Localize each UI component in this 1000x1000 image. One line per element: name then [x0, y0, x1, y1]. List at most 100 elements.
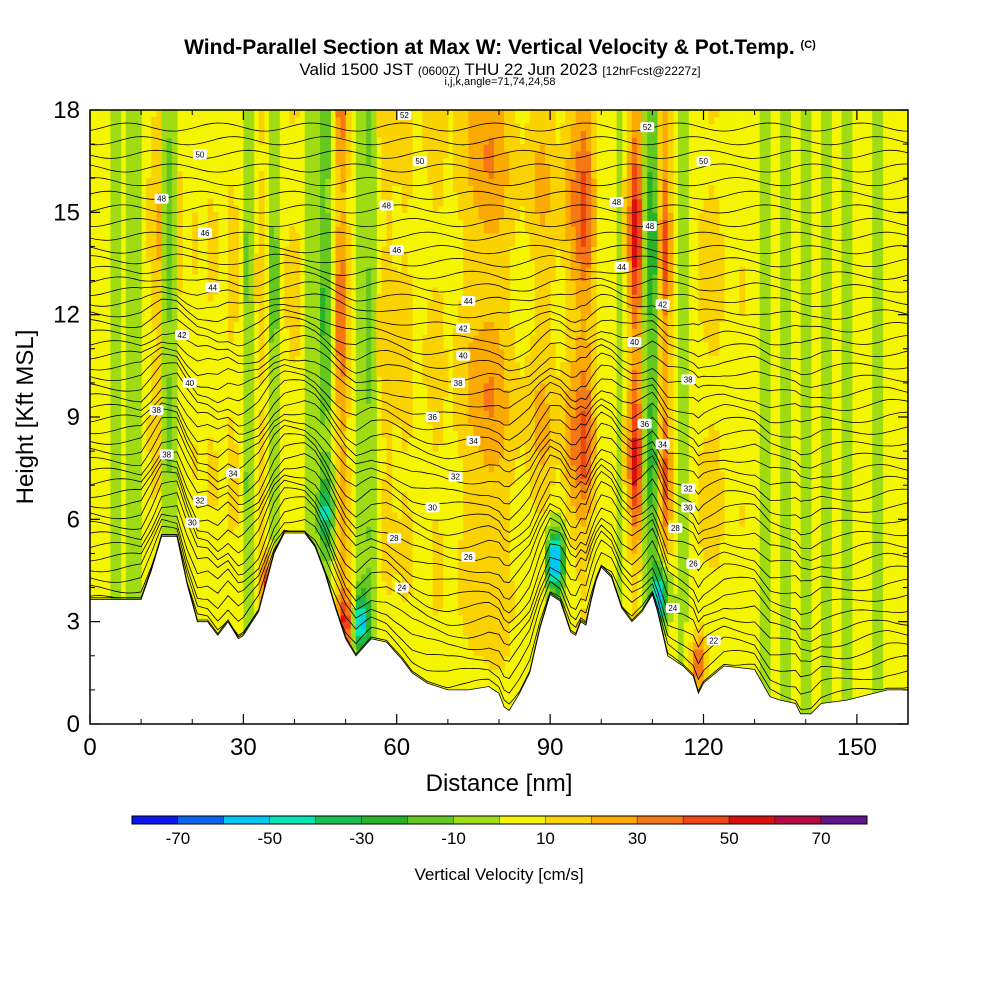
contour-label-40: 40	[456, 350, 471, 361]
potential-temperature-contours	[90, 122, 908, 710]
contour-label-48: 48	[609, 197, 624, 208]
contour-label-28: 28	[387, 533, 402, 544]
svg-text:46: 46	[201, 229, 210, 238]
svg-text:50: 50	[195, 150, 204, 159]
svg-text:34: 34	[469, 437, 478, 446]
svg-text:26: 26	[464, 553, 473, 562]
colorbar-label: Vertical Velocity [cm/s]	[414, 865, 583, 884]
colorbar: -70 -50 -30 -10 10 30 50 70	[131, 815, 868, 848]
contour-label-48: 48	[379, 200, 394, 211]
colorbar-swatch	[729, 816, 776, 824]
colorbar-tick-label: 70	[812, 829, 831, 848]
colorbar-tick-label: 10	[536, 829, 555, 848]
svg-text:24: 24	[668, 604, 677, 613]
svg-text:44: 44	[208, 283, 217, 292]
x-tick-label: 30	[230, 734, 257, 761]
svg-text:38: 38	[684, 376, 693, 385]
y-tick-label: 18	[53, 97, 80, 124]
svg-text:44: 44	[464, 297, 473, 306]
contour-label-26: 26	[461, 551, 476, 562]
svg-text:34: 34	[229, 469, 238, 478]
y-tick-label: 6	[67, 506, 80, 533]
svg-text:38: 38	[454, 379, 463, 388]
x-tick-label: 0	[83, 734, 96, 761]
contour-label-28: 28	[668, 522, 683, 533]
contour-label-50: 50	[192, 149, 207, 160]
contour-label-24: 24	[394, 582, 409, 593]
svg-text:30: 30	[188, 519, 197, 528]
svg-text:40: 40	[185, 379, 194, 388]
contour-label-30: 30	[185, 517, 200, 528]
x-tick-label: 60	[383, 734, 410, 761]
colorbar-tick-label: -30	[349, 829, 374, 848]
colorbar-swatch	[683, 816, 730, 824]
contour-label-46: 46	[198, 227, 212, 238]
colorbar-tick-label: -70	[166, 829, 191, 848]
chart-subtitle-indices: i,j,k,angle=71,74,24,58	[444, 76, 556, 88]
svg-text:32: 32	[195, 497, 204, 506]
y-tick-label: 12	[53, 302, 80, 329]
contour-labels: 52 52 50 50 50 48 48 48 48 46 46 44 44 44 42 42 42 40 40 40…	[149, 110, 721, 646]
contour-label-42: 42	[175, 330, 189, 341]
colorbar-swatch	[637, 816, 684, 824]
colorbar-swatch	[821, 816, 867, 824]
x-tick-label: 150	[837, 734, 877, 761]
svg-text:32: 32	[684, 485, 693, 494]
contour-label-36: 36	[637, 418, 652, 429]
contour-label-44: 44	[205, 282, 220, 293]
y-axis-label: Height [Kft MSL]	[12, 330, 39, 505]
svg-text:28: 28	[671, 524, 680, 533]
terrain-mask	[89, 532, 909, 725]
svg-text:22: 22	[709, 636, 718, 645]
contour-label-50: 50	[412, 156, 427, 167]
svg-text:42: 42	[459, 324, 468, 333]
contour-label-42: 42	[655, 299, 670, 310]
contour-label-30: 30	[681, 502, 696, 513]
colorbar-swatch	[407, 816, 454, 824]
svg-text:52: 52	[643, 123, 652, 132]
contour-label-48: 48	[642, 221, 657, 231]
svg-text:30: 30	[428, 503, 437, 512]
contour-label-36: 36	[425, 412, 440, 422]
contour-label-32: 32	[681, 483, 696, 494]
svg-text:50: 50	[415, 157, 424, 166]
svg-text:38: 38	[152, 406, 161, 415]
contour-label-38: 38	[159, 449, 174, 460]
contour-label-38: 38	[681, 374, 696, 385]
colorbar-swatch	[453, 816, 500, 824]
colorbar-swatch	[315, 816, 362, 824]
svg-text:40: 40	[459, 352, 468, 361]
colorbar-swatch	[775, 816, 821, 824]
svg-text:48: 48	[157, 195, 166, 204]
contour-label-46: 46	[389, 244, 404, 255]
colorbar-tick-label: 50	[720, 829, 739, 848]
contour-label-24: 24	[665, 603, 680, 613]
x-axis-label: Distance [nm]	[426, 770, 573, 797]
y-tick-label: 9	[67, 404, 80, 431]
svg-text:32: 32	[451, 473, 460, 482]
svg-text:50: 50	[699, 157, 708, 166]
contour-label-40: 40	[182, 377, 197, 388]
x-tick-label: 120	[683, 734, 723, 761]
contour-label-34: 34	[226, 468, 241, 479]
contour-label-22: 22	[706, 635, 721, 646]
svg-text:48: 48	[612, 198, 621, 207]
colorbar-swatch	[591, 816, 638, 824]
chart-subtitle: Valid 1500 JST (0600Z) THU 22 Jun 2023 […	[299, 60, 701, 79]
svg-text:38: 38	[162, 451, 171, 460]
colorbar-swatch	[177, 816, 224, 824]
svg-text:36: 36	[640, 420, 649, 429]
contour-label-34: 34	[466, 435, 481, 446]
y-tick-label: 15	[53, 199, 80, 226]
chart-title: Wind-Parallel Section at Max W: Vertical…	[184, 36, 816, 59]
contour-label-52: 52	[640, 122, 655, 133]
contour-label-52: 52	[397, 110, 412, 121]
svg-text:36: 36	[428, 413, 437, 422]
contour-label-38: 38	[451, 377, 466, 388]
colorbar-swatch	[361, 816, 408, 824]
svg-text:46: 46	[392, 246, 401, 255]
svg-text:40: 40	[630, 338, 639, 347]
colorbar-tick-label: -50	[258, 829, 283, 848]
svg-text:42: 42	[658, 300, 667, 309]
contour-label-50: 50	[696, 156, 711, 167]
